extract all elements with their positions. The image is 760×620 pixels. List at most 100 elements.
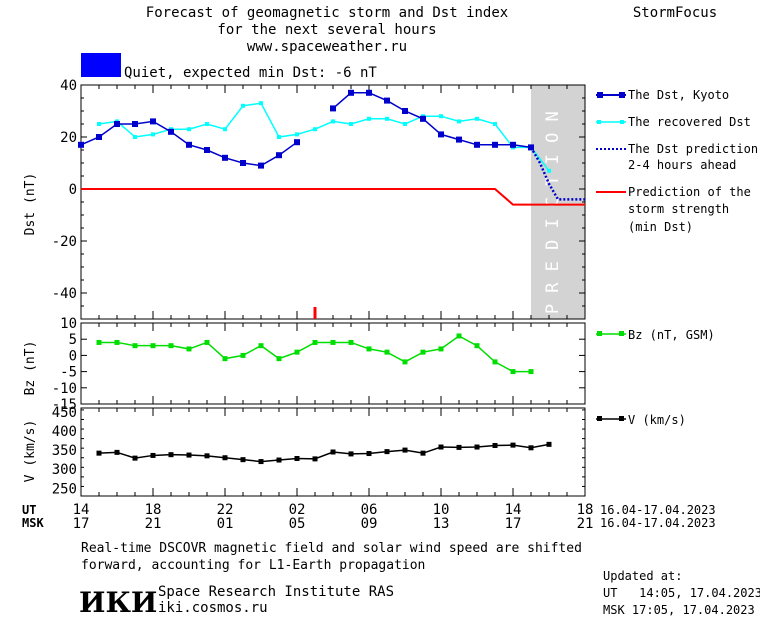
bz-tick-label: -10 bbox=[52, 381, 77, 397]
legend-dst-kyoto-marker bbox=[597, 92, 603, 98]
storm-strength-line bbox=[81, 188, 585, 206]
speed-tick-label: 300 bbox=[52, 462, 77, 478]
speed-point bbox=[438, 444, 444, 450]
speed-point bbox=[348, 451, 354, 457]
prediction-band-letter: R bbox=[543, 282, 563, 293]
ut-label: UT bbox=[22, 503, 36, 517]
ut-date-range: 16.04-17.04.2023 bbox=[600, 503, 716, 517]
msk-tick-label: 09 bbox=[361, 516, 378, 532]
footer-note-line1: Real-time DSCOVR magnetic field and sola… bbox=[81, 541, 582, 556]
legend-storm-line3: (min Dst) bbox=[628, 220, 693, 234]
speed-point bbox=[150, 452, 156, 458]
prediction-band-letter: I bbox=[543, 154, 563, 164]
speed-point bbox=[294, 456, 300, 462]
ut-tick-label: 02 bbox=[289, 502, 306, 518]
prediction-region bbox=[531, 85, 585, 319]
bz-tick-label: -15 bbox=[52, 397, 77, 413]
bz-point bbox=[456, 333, 462, 339]
speed-point bbox=[276, 457, 282, 463]
dst-tick-label: -40 bbox=[52, 286, 77, 302]
bz-point bbox=[114, 339, 120, 345]
bz-point bbox=[492, 359, 498, 365]
kyoto-dst-point bbox=[222, 154, 228, 161]
bz-point bbox=[384, 349, 390, 355]
legend-storm-line1: Prediction of the bbox=[628, 185, 751, 199]
kyoto-dst-point bbox=[114, 121, 120, 127]
recovered-dst-line bbox=[98, 102, 550, 172]
prediction-band-letter: I bbox=[543, 218, 563, 228]
legend-bz-marker bbox=[597, 331, 602, 336]
bz-point bbox=[330, 339, 336, 345]
speed-point bbox=[96, 450, 102, 456]
status-color-swatch bbox=[81, 53, 121, 77]
legend-recovered-marker bbox=[620, 120, 624, 124]
legend: The Dst, Kyoto The recovered Dst The Dst… bbox=[596, 88, 758, 427]
recovered-dst-point bbox=[241, 103, 245, 108]
iki-logo: ИКИ bbox=[79, 586, 157, 619]
kyoto-dst-point bbox=[510, 141, 516, 148]
prediction-band-letter: O bbox=[543, 133, 563, 143]
speed-panel: 450 400 350 300 250 bbox=[52, 405, 586, 497]
bz-tick-label: 5 bbox=[69, 332, 77, 348]
recovered-dst-point bbox=[151, 132, 155, 137]
bz-point bbox=[240, 352, 246, 358]
bz-point bbox=[438, 346, 444, 352]
msk-tick-label: 21 bbox=[577, 516, 594, 532]
legend-storm-line2: storm strength bbox=[628, 202, 729, 216]
speed-point bbox=[330, 449, 336, 455]
ut-tick-label: 22 bbox=[217, 502, 234, 518]
updated-ut: UT 14:05, 17.04.2023 bbox=[603, 586, 760, 600]
bz-tick-label: 10 bbox=[60, 316, 77, 332]
speed-tick-label: 400 bbox=[52, 424, 77, 440]
speed-point bbox=[222, 455, 228, 461]
bz-point bbox=[204, 339, 210, 345]
recovered-dst-point bbox=[133, 135, 137, 139]
recovered-dst-point bbox=[439, 114, 443, 119]
speed-point bbox=[402, 447, 408, 453]
recovered-dst-point bbox=[385, 116, 389, 121]
kyoto-dst-point bbox=[240, 160, 246, 166]
kyoto-dst-point bbox=[204, 147, 210, 153]
msk-date-range: 16.04-17.04.2023 bbox=[600, 516, 716, 530]
kyoto-dst-point bbox=[78, 141, 84, 148]
kyoto-dst-point bbox=[168, 128, 174, 135]
bz-tick-label: -5 bbox=[60, 365, 77, 381]
speed-point bbox=[240, 457, 246, 463]
speed-tick-label: 250 bbox=[52, 481, 77, 497]
recovered-dst-point bbox=[259, 101, 263, 106]
bz-point bbox=[96, 339, 102, 345]
kyoto-dst-point bbox=[384, 97, 390, 104]
speed-point bbox=[474, 444, 480, 450]
kyoto-dst-point bbox=[456, 136, 462, 143]
bz-point bbox=[510, 369, 516, 375]
recovered-dst-point bbox=[223, 127, 227, 132]
dst-axis-label: Dst (nT) bbox=[23, 173, 38, 236]
brand-name: StormFocus bbox=[633, 5, 717, 21]
dst-tick-label: -20 bbox=[52, 234, 77, 250]
kyoto-dst-point bbox=[150, 118, 156, 125]
speed-point bbox=[114, 449, 120, 455]
legend-dst-kyoto: The Dst, Kyoto bbox=[628, 88, 729, 102]
kyoto-dst-point bbox=[438, 131, 444, 138]
msk-tick-label: 17 bbox=[73, 516, 90, 532]
dst-tick-label: 20 bbox=[60, 130, 77, 146]
speed-point bbox=[510, 442, 516, 448]
speed-point bbox=[258, 459, 264, 465]
bz-axis-label: Bz (nT) bbox=[23, 341, 38, 396]
recovered-dst-point bbox=[295, 132, 299, 137]
speed-tick-label: 450 bbox=[52, 405, 77, 421]
kyoto-dst-point bbox=[492, 141, 498, 148]
chart-title-line2: for the next several hours bbox=[217, 22, 436, 38]
recovered-dst-point bbox=[403, 122, 407, 126]
legend-bz-marker bbox=[619, 331, 624, 336]
bz-point bbox=[222, 356, 228, 362]
msk-tick-label: 21 bbox=[145, 516, 162, 532]
recovered-dst-point bbox=[97, 122, 101, 126]
prediction-band-letter: N bbox=[543, 111, 563, 121]
recovered-dst-point bbox=[367, 116, 371, 121]
ut-tick-label: 18 bbox=[577, 502, 594, 518]
msk-tick-label: 17 bbox=[505, 516, 522, 532]
recovered-dst-point bbox=[331, 119, 335, 124]
speed-point bbox=[456, 444, 462, 450]
